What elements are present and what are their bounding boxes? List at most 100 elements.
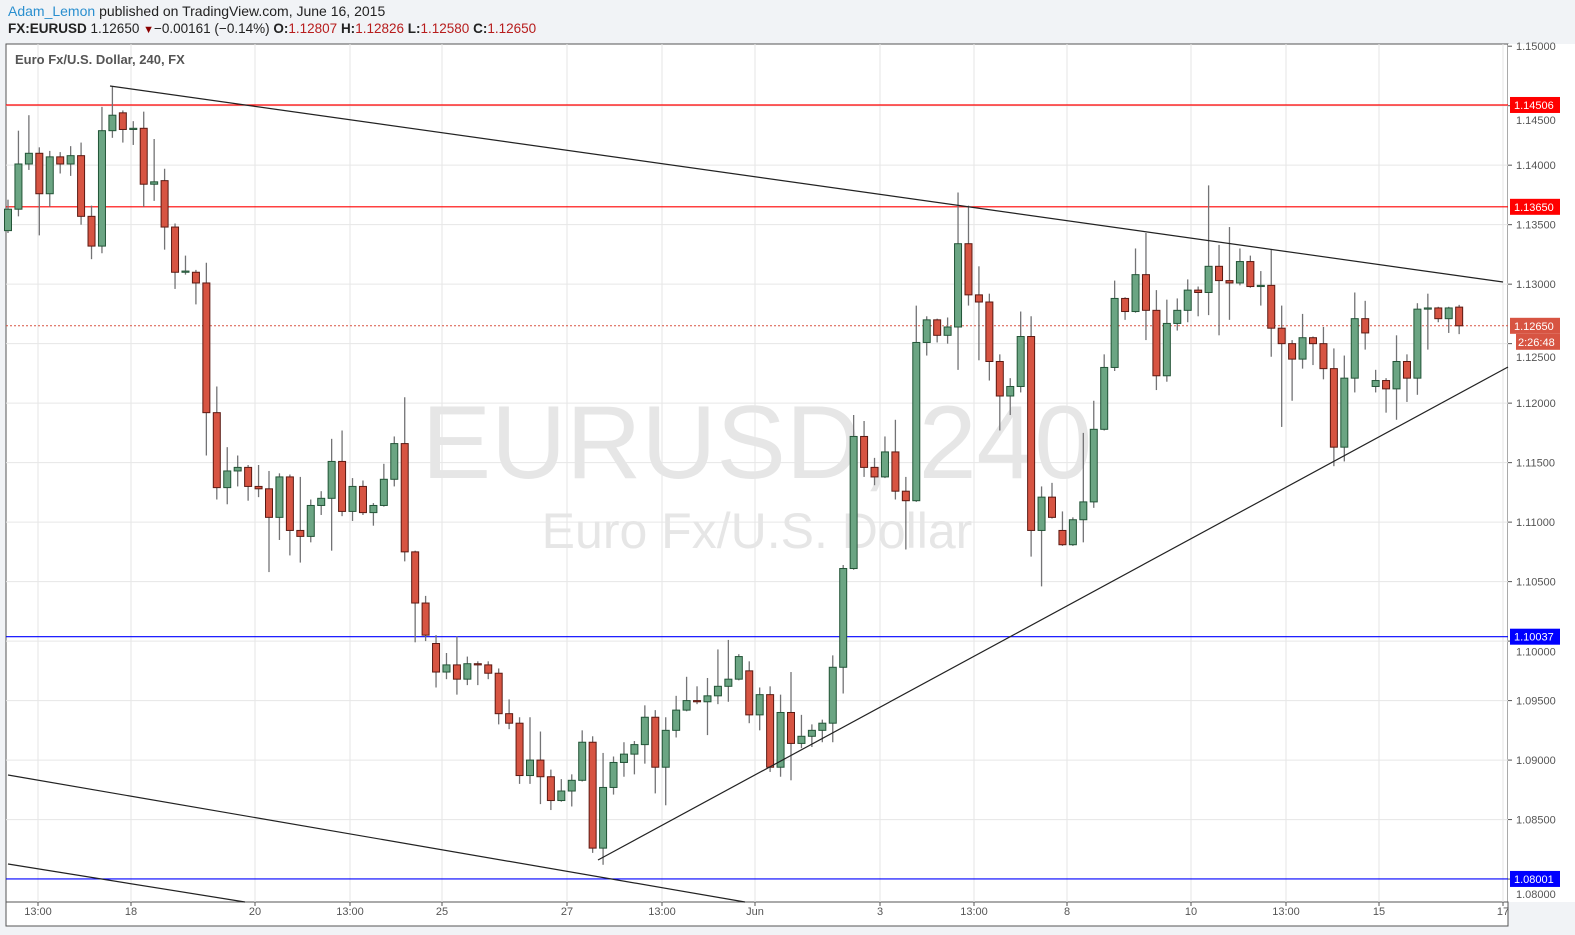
candle-body — [619, 753, 628, 763]
plot-area[interactable] — [5, 43, 1509, 903]
time-tick-label: 10 — [1185, 906, 1197, 918]
candles — [4, 86, 1464, 865]
candle-body — [755, 694, 764, 716]
bullish-candle — [1204, 185, 1213, 316]
bullish-candle — [630, 741, 639, 775]
bearish-candle — [244, 465, 253, 501]
candle-body — [933, 319, 942, 336]
bullish-candle — [275, 473, 284, 540]
candle-body — [1235, 261, 1244, 284]
bullish-candle — [233, 455, 242, 487]
watermark-symbol: EURUSD, 240 — [422, 385, 1092, 501]
bearish-candle — [515, 717, 524, 784]
candle-body — [87, 215, 96, 247]
bullish-candle — [442, 652, 451, 680]
candle-body — [171, 226, 180, 273]
candle-body — [463, 663, 472, 680]
price-tick-label: 1.12000 — [1516, 398, 1556, 410]
bullish-candle — [839, 564, 848, 694]
price-tags: 1.14506 1.13650 1.10037 1.08001 1.12650 2:26:… — [1510, 96, 1560, 887]
bullish-candle — [1162, 299, 1171, 382]
bearish-candle — [1141, 232, 1150, 341]
candle-body — [1048, 496, 1056, 518]
candle-body — [56, 156, 65, 165]
close-value: 1.12650 — [487, 21, 537, 36]
price-tick-label: 1.12500 — [1516, 352, 1556, 364]
bearish-candle — [1455, 304, 1464, 335]
price-tick-label: 1.10500 — [1516, 577, 1556, 589]
ascending-support-trendline[interactable] — [597, 366, 1509, 861]
price-axis[interactable] — [1508, 44, 1575, 902]
current-price-tag — [1510, 317, 1560, 334]
candle-body — [651, 716, 660, 768]
candle-body — [1131, 274, 1140, 313]
candle-body — [400, 443, 409, 553]
price-level-tag — [1510, 198, 1560, 215]
candle-body — [1204, 265, 1213, 293]
candle-body — [1027, 336, 1036, 531]
price-level-tag — [1510, 96, 1560, 113]
candle-body — [452, 664, 461, 680]
bearish-candle — [870, 457, 879, 486]
candle-body — [1225, 280, 1234, 284]
price-tick-label: 1.13000 — [1516, 279, 1556, 291]
bullish-candle — [1068, 517, 1077, 546]
bearish-candle — [1329, 348, 1338, 467]
time-axis[interactable] — [5, 901, 1509, 927]
lower-channel-trendline[interactable] — [7, 774, 746, 903]
bullish-candle — [66, 146, 75, 176]
time-tick-label: 20 — [249, 906, 261, 918]
high-label: H: — [340, 21, 356, 36]
bullish-candle — [1006, 378, 1015, 416]
candle-body — [578, 741, 587, 781]
time-tick-label: 13:00 — [1272, 906, 1300, 918]
low-label: L: — [407, 21, 421, 36]
candle-body — [693, 700, 702, 703]
bearish-candle — [536, 731, 545, 805]
bullish-candle — [1298, 313, 1307, 369]
bullish-candle — [828, 655, 837, 743]
symbol-quote-bar: FX:EURUSD 1.12650 ▼−0.00161 (−0.14%) O:1… — [8, 21, 536, 36]
current-price-tag-label: 1.12650 — [1514, 321, 1554, 333]
candle-body — [734, 656, 743, 680]
bullish-candle — [1371, 369, 1380, 393]
candle-body — [891, 451, 900, 492]
bearish-candle — [56, 152, 65, 174]
candle-body — [609, 761, 618, 788]
publish-info: Adam_Lemon published on TradingView.com,… — [8, 3, 385, 19]
bullish-candle — [1089, 400, 1098, 508]
candle-body — [860, 435, 869, 468]
countdown-label: 2:26:48 — [1518, 337, 1555, 349]
bullish-candle — [724, 639, 733, 702]
candle-body — [745, 670, 754, 716]
candle-body — [1309, 337, 1317, 345]
candle-body — [411, 551, 420, 604]
symbol-label: FX:EURUSD — [8, 21, 87, 36]
candle-body — [66, 155, 75, 165]
candle-body — [1215, 265, 1224, 282]
open-value: 1.12807 — [288, 21, 338, 36]
bullish-candle — [327, 438, 336, 551]
candle-body — [265, 488, 273, 518]
bullish-candle — [1423, 293, 1432, 350]
bearish-candle — [1361, 300, 1370, 350]
bearish-candle — [171, 223, 180, 289]
candle-body — [1340, 377, 1349, 448]
bullish-candle — [348, 478, 357, 521]
bullish-candle — [526, 717, 534, 784]
bearish-candle — [693, 686, 702, 705]
candle-body — [828, 666, 837, 724]
bearish-candle — [1309, 336, 1317, 366]
trendlines[interactable] — [7, 85, 1509, 903]
descending-resistance-trendline[interactable] — [109, 85, 1504, 283]
candle-body — [954, 243, 963, 328]
lower-channel-trendline-2[interactable] — [7, 863, 246, 903]
price-level-tag — [1510, 628, 1560, 645]
price-tick-label: 1.09000 — [1516, 755, 1556, 767]
bearish-candle — [296, 476, 305, 563]
bullish-candle — [1079, 432, 1088, 543]
candle-body — [1089, 428, 1098, 503]
candle-body — [254, 485, 263, 490]
author-link[interactable]: Adam_Lemon — [8, 3, 96, 19]
